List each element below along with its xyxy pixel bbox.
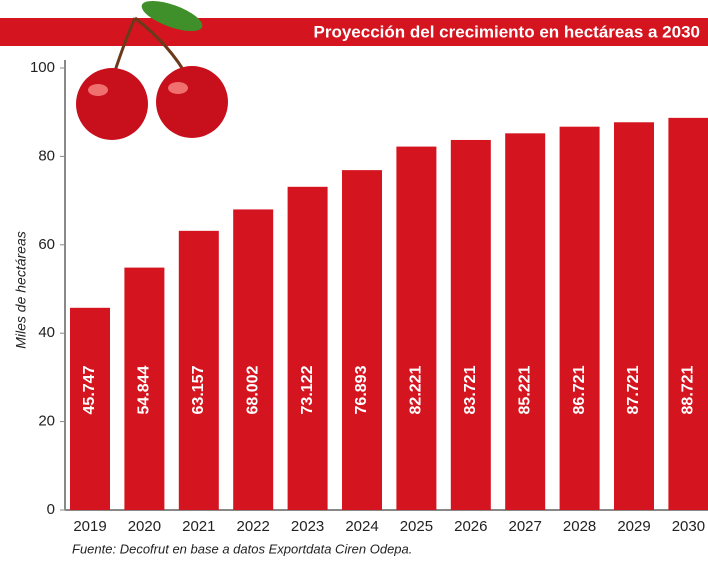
- page: Proyección del crecimiento en hectáreas …: [0, 0, 708, 561]
- value-label: 88.721: [680, 365, 697, 414]
- value-label: 86.721: [571, 365, 588, 414]
- y-tick-label: 20: [38, 413, 55, 430]
- x-tick-label: 2023: [291, 518, 324, 535]
- x-tick-label: 2026: [454, 518, 487, 535]
- y-tick-label: 100: [30, 59, 55, 76]
- x-tick-label: 2027: [509, 518, 542, 535]
- x-tick-label: 2025: [400, 518, 433, 535]
- x-tick-label: 2030: [672, 518, 705, 535]
- value-label: 54.844: [136, 365, 153, 414]
- value-label: 63.157: [190, 365, 207, 414]
- value-label: 68.002: [244, 365, 261, 414]
- value-label: 83.721: [462, 365, 479, 414]
- x-tick-label: 2020: [128, 518, 161, 535]
- x-tick-label: 2021: [182, 518, 215, 535]
- chart-title: Proyección del crecimiento en hectáreas …: [314, 22, 700, 41]
- value-label: 45.747: [81, 365, 98, 414]
- bar: [560, 127, 600, 510]
- chart: Proyección del crecimiento en hectáreas …: [0, 0, 708, 561]
- source-note: Fuente: Decofrut en base a datos Exportd…: [72, 541, 412, 556]
- value-label: 76.893: [353, 365, 370, 414]
- bar: [614, 122, 654, 510]
- bar: [342, 170, 382, 510]
- value-label: 82.221: [408, 365, 425, 414]
- value-label: 85.221: [516, 365, 533, 414]
- bar: [288, 187, 328, 510]
- x-tick-label: 2024: [345, 518, 378, 535]
- bar: [668, 118, 708, 510]
- y-tick-label: 40: [38, 324, 55, 341]
- y-tick-label: 60: [38, 236, 55, 253]
- y-axis-label: Miles de hectáreas: [13, 231, 29, 349]
- value-label: 73.122: [299, 365, 316, 414]
- bar: [451, 140, 491, 510]
- bar: [505, 133, 545, 510]
- x-tick-label: 2029: [617, 518, 650, 535]
- y-tick-label: 80: [38, 147, 55, 164]
- x-tick-label: 2019: [73, 518, 106, 535]
- value-label: 87.721: [625, 365, 642, 414]
- y-tick-label: 0: [47, 501, 55, 518]
- x-tick-label: 2022: [237, 518, 270, 535]
- bar: [396, 147, 436, 510]
- x-tick-label: 2028: [563, 518, 596, 535]
- bar: [233, 209, 273, 510]
